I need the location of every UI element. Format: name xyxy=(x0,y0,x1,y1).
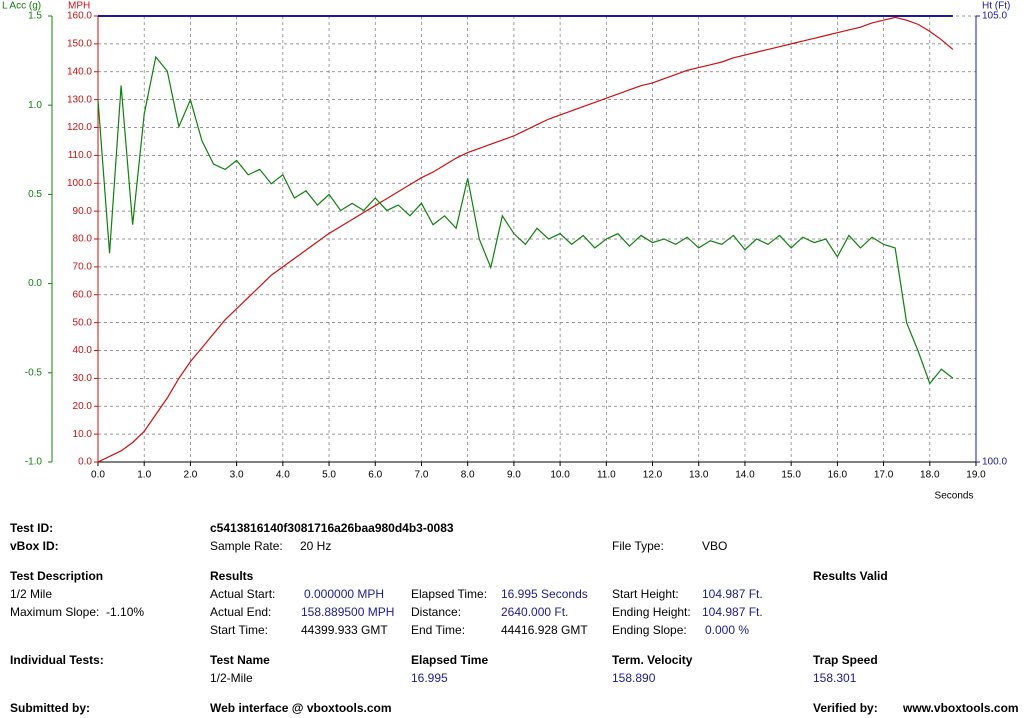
y-tick-label: 160.0 xyxy=(67,11,92,22)
value: Web interface @ vboxtools.com xyxy=(210,701,392,715)
x-tick-label: 4.0 xyxy=(276,470,290,481)
y3-tick-label: 100.0 xyxy=(982,457,1007,468)
heading: Individual Tests: xyxy=(10,653,104,667)
value: Maximum Slope: -1.10% xyxy=(10,605,145,619)
y-tick-label: 60.0 xyxy=(73,289,93,300)
cell: 1/2-Mile xyxy=(210,671,253,685)
x-tick-label: 18.0 xyxy=(920,470,940,481)
y-tick-label: 30.0 xyxy=(73,373,93,384)
x-tick-label: 12.0 xyxy=(643,470,663,481)
y2-tick-label: 0.0 xyxy=(28,278,42,289)
y-axis-title: MPH xyxy=(68,1,90,12)
value: VBO xyxy=(702,539,728,553)
x-tick-label: 17.0 xyxy=(874,470,894,481)
label: File Type: xyxy=(612,539,664,553)
value: 104.987 Ft. xyxy=(702,587,763,601)
label: Test ID: xyxy=(10,521,54,535)
value: c5413816140f3081716a26baa980d4b3-0083 xyxy=(210,521,454,535)
y2-tick-label: -1.0 xyxy=(25,457,43,468)
value: 0.000 % xyxy=(705,623,750,637)
y-tick-label: 110.0 xyxy=(68,150,93,161)
chart: L Acc (g) MPH Ht (Ft) Seconds 0.0 1.0 2.0 3… xyxy=(2,1,1010,502)
y-tick-label: 20.0 xyxy=(73,401,93,412)
label: End Time: xyxy=(411,623,466,637)
x-tick-label: 2.0 xyxy=(183,470,197,481)
y-tick-label: 100.0 xyxy=(67,178,92,189)
column-header: Test Name xyxy=(210,653,270,667)
x-tick-label: 0.0 xyxy=(91,470,105,481)
y2-tick-label: 1.5 xyxy=(28,11,42,22)
x-tick-label: 15.0 xyxy=(781,470,801,481)
x-tick-label: 16.0 xyxy=(828,470,848,481)
x-tick-label: 19.0 xyxy=(966,470,986,481)
label: Sample Rate: xyxy=(210,539,283,553)
label: Submitted by: xyxy=(10,701,90,715)
value: 44399.933 GMT xyxy=(301,623,388,637)
value: www.vboxtools.com xyxy=(903,701,1019,715)
label: Start Time: xyxy=(210,623,269,637)
label: Verified by: xyxy=(813,701,878,715)
y-tick-label: 140.0 xyxy=(67,66,92,77)
label: Actual Start: xyxy=(210,587,276,601)
cell: 158.301 xyxy=(813,671,857,685)
value: 1/2 Mile xyxy=(10,587,53,601)
y-tick-label: 90.0 xyxy=(73,206,93,217)
y2-tick-label: -0.5 xyxy=(25,367,43,378)
y-tick-label: 0.0 xyxy=(78,457,92,468)
label: vBox ID: xyxy=(10,539,59,553)
y2-axis-title: L Acc (g) xyxy=(2,1,41,12)
x-tick-label: 6.0 xyxy=(368,470,382,481)
column-header: Trap Speed xyxy=(813,653,878,667)
y-tick-label: 120.0 xyxy=(67,122,92,133)
y2-tick-label: 1.0 xyxy=(28,100,42,111)
x-tick-label: 3.0 xyxy=(230,470,244,481)
y3-tick-label: 105.0 xyxy=(982,11,1007,22)
y-tick-label: 50.0 xyxy=(73,317,93,328)
y-tick-label: 80.0 xyxy=(73,234,93,245)
y-tick-label: 40.0 xyxy=(73,345,93,356)
y-tick-label: 70.0 xyxy=(73,262,93,273)
label: Ending Height: xyxy=(612,605,691,619)
label: Actual End: xyxy=(210,605,272,619)
value: 0.000000 MPH xyxy=(304,587,385,601)
heading: Results xyxy=(210,569,254,583)
x-tick-label: 14.0 xyxy=(735,470,755,481)
label: Elapsed Time: xyxy=(411,587,488,601)
label: Ending Slope: xyxy=(612,623,687,637)
x-tick-label: 13.0 xyxy=(689,470,709,481)
label: Start Height: xyxy=(612,587,679,601)
x-axis-title: Seconds xyxy=(935,491,974,502)
cell: 158.890 xyxy=(612,671,656,685)
series-line xyxy=(97,55,954,385)
x-tick-label: 5.0 xyxy=(322,470,336,481)
value: 2640.000 Ft. xyxy=(501,605,569,619)
value: 158.889500 MPH xyxy=(301,605,395,619)
column-header: Term. Velocity xyxy=(612,653,693,667)
y3-axis-title: Ht (Ft) xyxy=(982,1,1010,12)
x-tick-label: 7.0 xyxy=(415,470,429,481)
value: 20 Hz xyxy=(300,539,332,553)
y-tick-label: 130.0 xyxy=(67,94,92,105)
x-tick-label: 1.0 xyxy=(137,470,151,481)
series-line xyxy=(97,16,954,463)
y-tick-label: 150.0 xyxy=(67,39,92,50)
y2-tick-label: 0.5 xyxy=(28,189,42,200)
label: Distance: xyxy=(411,605,462,619)
value: 16.995 Seconds xyxy=(501,587,588,601)
x-tick-label: 9.0 xyxy=(507,470,521,481)
x-tick-label: 10.0 xyxy=(550,470,570,481)
value: 104.987 Ft. xyxy=(702,605,763,619)
column-header: Elapsed Time xyxy=(411,653,489,667)
x-tick-label: 11.0 xyxy=(597,470,616,481)
x-tick-label: 8.0 xyxy=(461,470,475,481)
cell: 16.995 xyxy=(411,671,448,685)
heading: Results Valid xyxy=(813,569,888,583)
value: 44416.928 GMT xyxy=(501,623,588,637)
heading: Test Description xyxy=(10,569,104,583)
y-tick-label: 10.0 xyxy=(73,429,93,440)
